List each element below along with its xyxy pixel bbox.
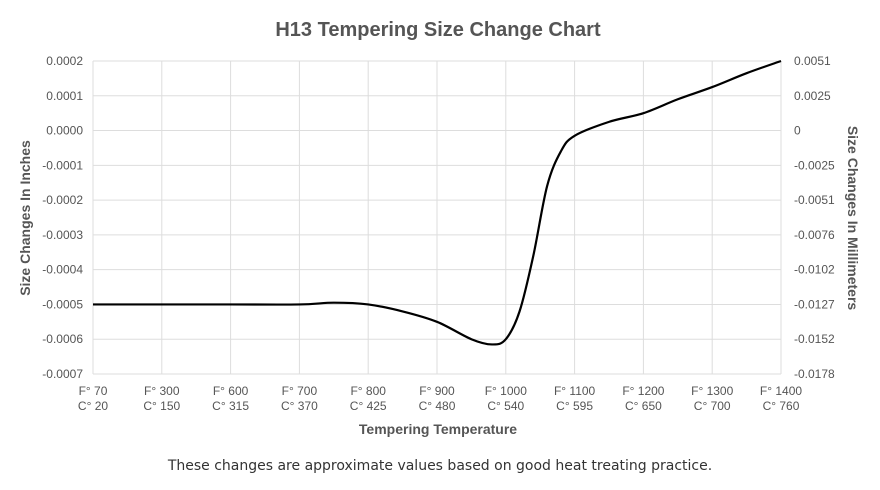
axis-ticks: 0.0002 0.0051 0.0001 0.0025 0.0000 0 -0.0001 -0… <box>42 54 835 413</box>
y-tick-label: 0.0001 <box>46 89 83 103</box>
x-tick-label-c: C° 150 <box>143 399 180 413</box>
y2-tick-label: 0 <box>794 124 801 138</box>
y2-tick-label: -0.0152 <box>794 332 835 346</box>
x-tick-label-f: F° 1100 <box>554 384 596 398</box>
x-tick-label-c: C° 650 <box>625 399 662 413</box>
y2-tick-label: -0.0178 <box>794 367 835 381</box>
x-tick-label-f: F° 1300 <box>691 384 733 398</box>
x-tick-label-f: F° 700 <box>282 384 318 398</box>
x-tick-label-f: F° 800 <box>350 384 386 398</box>
x-tick-label-c: C° 370 <box>281 399 318 413</box>
x-axis-label: Tempering Temperature <box>359 421 517 437</box>
x-tick-label-c: C° 425 <box>350 399 387 413</box>
x-tick-label-c: C° 760 <box>763 399 800 413</box>
grid <box>92 60 782 375</box>
y2-tick-label: -0.0127 <box>794 297 835 311</box>
y-tick-label: -0.0006 <box>42 332 83 346</box>
x-tick-label-f: F° 900 <box>419 384 455 398</box>
tempering-chart: H13 Tempering Size Change Chart 0.0002 0.… <box>17 19 861 437</box>
y-tick-label: 0.0000 <box>46 124 83 138</box>
y-tick-label: 0.0002 <box>46 54 83 68</box>
x-tick-label-f: F° 300 <box>144 384 180 398</box>
x-tick-label-f: F° 1200 <box>622 384 664 398</box>
y-axis-label: Size Changes In Inches <box>17 140 33 296</box>
y2-tick-label: -0.0076 <box>794 228 835 242</box>
x-tick-label-c: C° 700 <box>694 399 731 413</box>
x-tick-label-f: F° 1000 <box>485 384 527 398</box>
x-tick-label-f: F° 1400 <box>760 384 802 398</box>
y-tick-label: -0.0001 <box>42 158 83 172</box>
y2-tick-label: 0.0051 <box>794 54 831 68</box>
y2-tick-label: -0.0051 <box>794 193 835 207</box>
y-tick-label: -0.0004 <box>42 263 83 277</box>
series-line <box>93 59 782 346</box>
caption: These changes are approximate values bas… <box>167 458 713 474</box>
y-tick-label: -0.0002 <box>42 193 83 207</box>
x-tick-label-c: C° 20 <box>78 399 108 413</box>
x-tick-label-c: C° 480 <box>419 399 456 413</box>
x-tick-label-c: C° 540 <box>487 399 524 413</box>
x-tick-label-c: C° 315 <box>212 399 249 413</box>
y-tick-label: -0.0005 <box>42 297 83 311</box>
y-tick-label: -0.0003 <box>42 228 83 242</box>
chart-title: H13 Tempering Size Change Chart <box>275 19 601 41</box>
x-tick-label-f: F° 70 <box>79 384 108 398</box>
y-tick-label: -0.0007 <box>42 367 83 381</box>
y2-axis-label: Size Changes In Millimeters <box>845 126 861 311</box>
x-tick-label-f: F° 600 <box>213 384 249 398</box>
y2-tick-label: -0.0025 <box>794 158 835 172</box>
y2-tick-label: -0.0102 <box>794 263 835 277</box>
x-tick-label-c: C° 595 <box>556 399 593 413</box>
y2-tick-label: 0.0025 <box>794 89 831 103</box>
